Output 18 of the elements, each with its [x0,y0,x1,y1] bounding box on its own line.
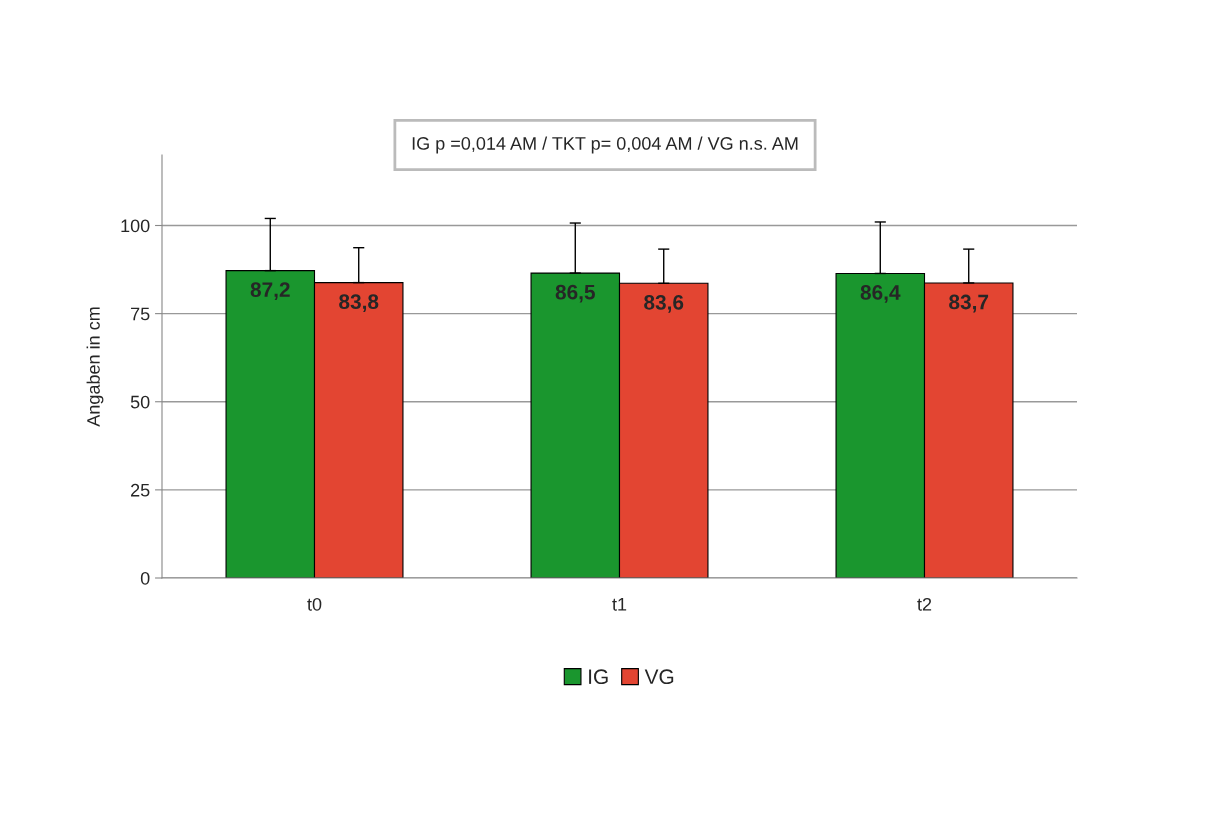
legend-label: IG [589,669,608,685]
data-label: 87,2 [250,282,290,301]
y-tick-label: 75 [131,307,150,321]
x-tick-label: t1 [612,598,627,611]
data-label: 83,8 [339,294,379,313]
text: IG p =0,014 AM / TKT p= 0,004 AM / VG n.s. AM [412,136,798,154]
data-label: 83,6 [644,294,684,313]
x-tick-label: t2 [917,597,932,611]
data-label: 86,5 [555,284,595,303]
y-axis-title: Angaben in cm [86,307,104,427]
legend-label: VG [644,669,674,685]
y-tick-label: 0 [140,571,150,585]
data-label: 83,7 [949,294,989,313]
y-tick-label: 50 [130,395,150,409]
y-tick-label: 25 [131,483,150,497]
data-label: 86,4 [860,285,901,303]
y-tick-label: 100 [121,219,150,233]
x-tick-label: t0 [307,597,322,611]
